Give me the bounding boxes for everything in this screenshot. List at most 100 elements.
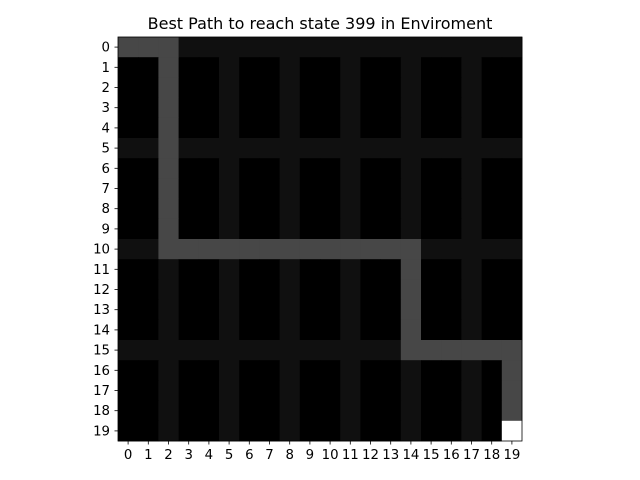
x-tick-label-0: 0	[124, 448, 132, 463]
y-tick-label-12: 12	[93, 283, 110, 298]
heatmap-cell-wall-r16-c9	[299, 360, 321, 381]
heatmap-cell-wall-r17-c16	[441, 380, 462, 401]
heatmap-cell-wall-r17-c12	[360, 380, 381, 401]
heatmap-cell-wall-r11-c3	[178, 259, 200, 280]
heatmap-cell-wall-r1-c9	[299, 57, 321, 78]
heatmap-cell-wall-r11-c19	[501, 259, 523, 280]
heatmap-cell-wall-r3-c3	[178, 97, 200, 119]
heatmap-cell-corridor-r16-c11	[340, 360, 361, 381]
heatmap-cell-wall-r4-c16	[441, 117, 462, 139]
heatmap-cell-path-r10-c3	[178, 239, 200, 260]
heatmap-cell-wall-r4-c1	[138, 117, 159, 139]
heatmap-cell-wall-r18-c15	[421, 400, 442, 422]
heatmap-cell-wall-r6-c18	[481, 158, 503, 179]
heatmap-cell-wall-r14-c12	[360, 319, 381, 341]
heatmap-cell-corridor-r19-c17	[461, 420, 482, 442]
heatmap-cell-wall-r1-c12	[360, 57, 381, 78]
heatmap-cell-wall-r18-c4	[198, 400, 220, 422]
heatmap-cell-wall-r17-c4	[198, 380, 220, 401]
heatmap-cell-wall-r8-c3	[178, 198, 200, 220]
heatmap-cell-corridor-r15-c0	[118, 340, 139, 361]
heatmap-cell-corridor-r4-c5	[219, 117, 240, 139]
heatmap-cell-wall-r9-c6	[239, 218, 260, 240]
y-tick-label-8: 8	[102, 202, 110, 217]
y-tick-label-6: 6	[102, 162, 110, 177]
heatmap-cell-wall-r6-c3	[178, 158, 200, 179]
y-tick-label-1: 1	[102, 61, 110, 76]
heatmap-cell-wall-r17-c7	[259, 380, 280, 401]
heatmap-cell-corridor-r17-c11	[340, 380, 361, 401]
heatmap-cell-wall-r3-c6	[239, 97, 260, 119]
heatmap-cell-corridor-r18-c5	[219, 400, 240, 422]
heatmap-cell-wall-r13-c1	[138, 299, 159, 321]
heatmap-cell-wall-r16-c13	[380, 360, 402, 381]
heatmap-cells	[117, 36, 523, 442]
heatmap-cell-wall-r14-c1	[138, 319, 159, 341]
heatmap-cell-corridor-r0-c12	[360, 37, 381, 58]
heatmap-cell-corridor-r16-c8	[279, 360, 301, 381]
heatmap-cell-wall-r4-c6	[239, 117, 260, 139]
heatmap-cell-corridor-r11-c2	[158, 259, 179, 280]
x-tick-label-2: 2	[164, 448, 172, 463]
heatmap-cell-path-r10-c11	[340, 239, 361, 260]
heatmap-cell-corridor-r15-c5	[219, 340, 240, 361]
heatmap-cell-path-r10-c14	[400, 239, 422, 260]
heatmap-cell-corridor-r14-c2	[158, 319, 179, 341]
heatmap-cell-wall-r8-c7	[259, 198, 280, 220]
heatmap-cell-corridor-r11-c8	[279, 259, 301, 280]
heatmap-cell-wall-r8-c13	[380, 198, 402, 220]
heatmap-cell-wall-r12-c6	[239, 279, 260, 300]
heatmap-cell-path-r2-c2	[158, 77, 179, 98]
heatmap-cell-corridor-r14-c11	[340, 319, 361, 341]
heatmap-cell-wall-r8-c18	[481, 198, 503, 220]
heatmap-cell-wall-r18-c16	[441, 400, 462, 422]
x-tick-label-6: 6	[245, 448, 253, 463]
heatmap-cell-corridor-r1-c14	[400, 57, 422, 78]
heatmap-cell-corridor-r17-c2	[158, 380, 179, 401]
heatmap-cell-wall-r12-c13	[380, 279, 402, 300]
heatmap-cell-corridor-r2-c5	[219, 77, 240, 98]
heatmap-cell-corridor-r2-c17	[461, 77, 482, 98]
heatmap-cell-wall-r6-c19	[501, 158, 523, 179]
heatmap-cell-corridor-r5-c5	[219, 138, 240, 159]
x-tick-label-9: 9	[306, 448, 314, 463]
heatmap-cell-corridor-r12-c17	[461, 279, 482, 300]
chart-title: Best Path to reach state 399 in Envirome…	[148, 14, 493, 33]
heatmap-cell-path-r6-c2	[158, 158, 179, 179]
heatmap-cell-corridor-r15-c6	[239, 340, 260, 361]
x-tick-label-10: 10	[322, 448, 339, 463]
heatmap-cell-path-r1-c2	[158, 57, 179, 78]
x-tick-label-1: 1	[144, 448, 152, 463]
heatmap-cell-wall-r16-c16	[441, 360, 462, 381]
heatmap-cell-wall-r13-c6	[239, 299, 260, 321]
heatmap-cell-corridor-r0-c15	[421, 37, 442, 58]
heatmap-cell-wall-r12-c7	[259, 279, 280, 300]
heatmap-cell-wall-r9-c16	[441, 218, 462, 240]
heatmap-cell-corridor-r0-c14	[400, 37, 422, 58]
heatmap-cell-wall-r2-c19	[501, 77, 523, 98]
heatmap-cell-corridor-r5-c10	[320, 138, 341, 159]
heatmap-cell-corridor-r5-c17	[461, 138, 482, 159]
y-tick-label-16: 16	[93, 364, 110, 379]
heatmap-cell-corridor-r6-c8	[279, 158, 301, 179]
heatmap-cell-wall-r18-c12	[360, 400, 381, 422]
heatmap-cell-wall-r12-c0	[118, 279, 139, 300]
heatmap-cell-corridor-r9-c11	[340, 218, 361, 240]
heatmap-cell-wall-r9-c1	[138, 218, 159, 240]
x-tick-label-12: 12	[362, 448, 379, 463]
heatmap-cell-wall-r2-c16	[441, 77, 462, 98]
heatmap-cell-wall-r11-c1	[138, 259, 159, 280]
heatmap-cell-path-r7-c2	[158, 178, 179, 199]
heatmap-cell-wall-r19-c6	[239, 420, 260, 442]
heatmap-cell-corridor-r13-c5	[219, 299, 240, 321]
heatmap-cell-wall-r1-c3	[178, 57, 200, 78]
heatmap-cell-wall-r8-c10	[320, 198, 341, 220]
heatmap-cell-wall-r3-c12	[360, 97, 381, 119]
x-tick-label-11: 11	[342, 448, 359, 463]
heatmap-cell-corridor-r11-c5	[219, 259, 240, 280]
heatmap-cell-corridor-r15-c3	[178, 340, 200, 361]
y-tick-label-18: 18	[93, 404, 110, 419]
heatmap-cell-corridor-r11-c11	[340, 259, 361, 280]
heatmap-cell-corridor-r10-c19	[501, 239, 523, 260]
